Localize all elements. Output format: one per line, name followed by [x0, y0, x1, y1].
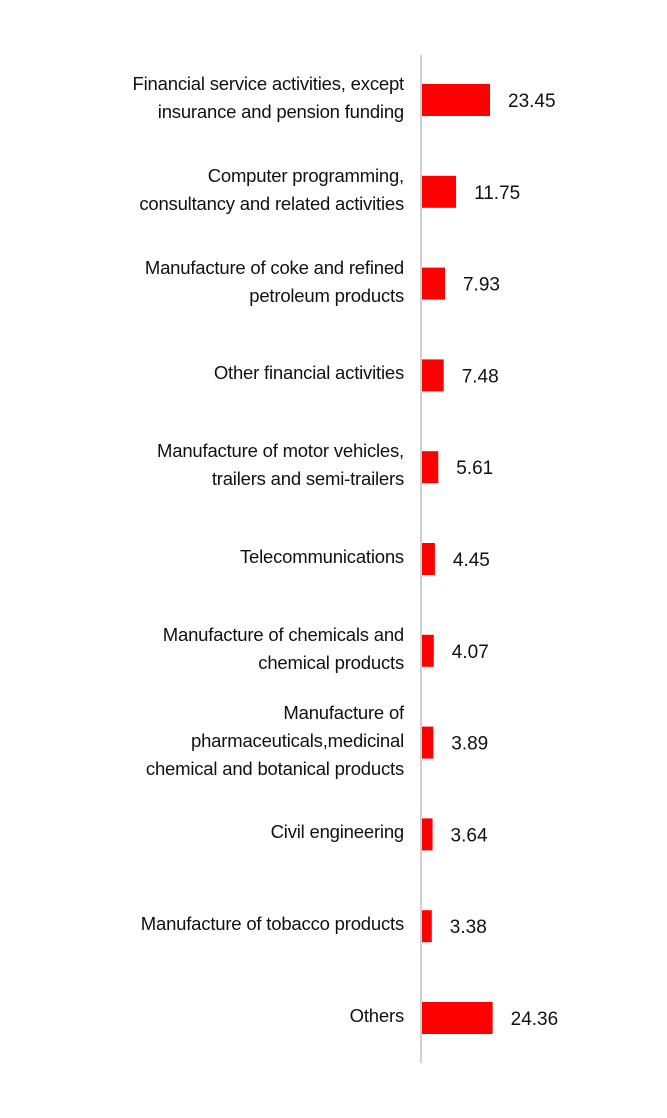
category-label: Manufacture of tobacco products	[140, 913, 404, 935]
category-label: Manufacture of coke and refined petroleu…	[144, 256, 404, 306]
value-label: 4.45	[453, 550, 490, 571]
category-label: Other financial activities	[213, 362, 404, 384]
category-label: Computer programming, consultancy and re…	[139, 164, 404, 214]
bar	[422, 175, 457, 208]
bar	[422, 543, 435, 575]
value-label: 5.61	[456, 458, 493, 479]
bar	[422, 726, 434, 759]
bar	[422, 267, 445, 300]
value-label: 3.38	[450, 917, 487, 938]
bar	[422, 818, 433, 851]
value-label: 4.07	[452, 642, 489, 663]
value-label: 11.75	[474, 183, 520, 204]
category-label: Others	[349, 1005, 405, 1026]
category-label: Financial service activities, except ins…	[132, 73, 405, 122]
category-label: Manufacture of chemicals and chemical pr…	[162, 623, 404, 673]
bar	[422, 910, 432, 943]
category-label: Telecommunications	[239, 546, 404, 567]
bar	[422, 451, 439, 484]
bar	[422, 634, 434, 667]
value-label: 3.89	[451, 734, 488, 755]
bar	[422, 84, 491, 116]
bar	[422, 1002, 493, 1034]
value-label: 24.36	[511, 1009, 559, 1030]
value-label: 3.64	[451, 825, 488, 846]
value-label: 7.48	[462, 366, 499, 387]
category-label: Manufacture of pharmaceuticals,medicinal…	[145, 701, 404, 779]
category-label: Manufacture of motor vehicles, trailers …	[157, 440, 404, 490]
value-label: 7.93	[463, 275, 500, 296]
category-label: Civil engineering	[270, 821, 405, 843]
value-label: 23.45	[508, 91, 556, 112]
bar	[422, 359, 444, 392]
